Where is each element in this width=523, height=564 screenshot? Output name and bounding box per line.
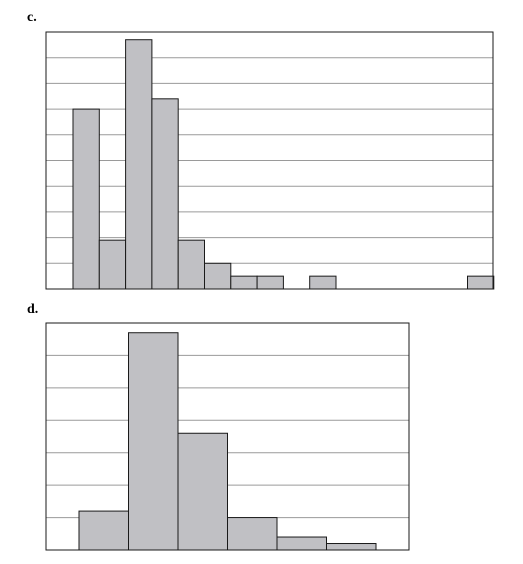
hist-c-bar [72,108,100,290]
hist-c-bar [204,262,232,290]
panel-d-label: d. [27,302,39,317]
hist-c-bar [230,275,258,290]
hist-c-plot-frame [45,31,494,290]
hist-c-bar [309,275,337,290]
hist-c-bar [256,275,284,290]
panel-c-label: c. [27,10,37,25]
hist-c-bar [151,98,179,290]
hist-c-bar [467,275,495,290]
hist-c-bar [125,39,153,290]
hist-c-bar [98,239,127,290]
hist-c-bar [177,239,205,290]
